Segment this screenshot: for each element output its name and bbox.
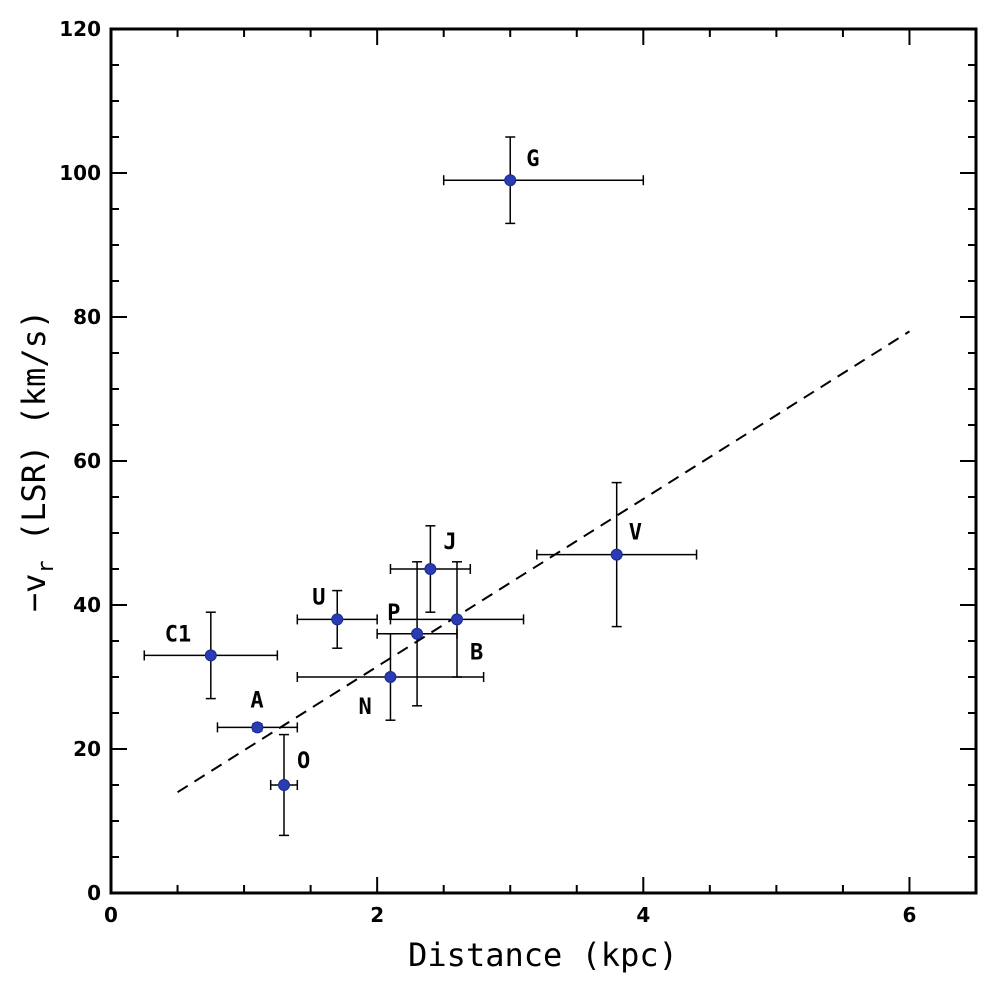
- x-tick-label: 2: [370, 903, 384, 927]
- y-tick-label: 80: [73, 305, 101, 329]
- data-marker: [384, 671, 397, 683]
- y-tick-label: 0: [87, 881, 101, 905]
- y-tick-label: 20: [73, 737, 101, 761]
- data-point-c1: C1: [143, 611, 279, 700]
- data-points-layer: G V J U P B C1 N A O: [143, 136, 698, 837]
- x-tick-label: 6: [903, 903, 917, 927]
- data-marker: [204, 649, 217, 662]
- y-axis-label-subscript: r: [34, 560, 59, 573]
- x-tick-label: 4: [636, 903, 650, 927]
- data-point-o: O: [269, 733, 310, 837]
- data-point-g: G: [442, 136, 645, 225]
- data-marker: [278, 779, 290, 791]
- y-tick-label: 100: [59, 161, 101, 185]
- data-point-b: B: [389, 561, 525, 678]
- data-marker: [411, 627, 424, 640]
- data-point-n: N: [296, 633, 485, 721]
- data-marker: [610, 548, 623, 561]
- y-axis-label: −vr (LSR) (km/s): [15, 310, 59, 612]
- fit-line-layer: [177, 330, 910, 794]
- x-axis-label: Distance (kpc): [408, 936, 678, 974]
- y-axis-label-tail: (LSR) (km/s): [15, 310, 53, 560]
- data-point-j: J: [389, 525, 472, 613]
- data-marker: [451, 613, 463, 626]
- point-label: J: [443, 530, 456, 555]
- data-point-v: V: [536, 481, 698, 628]
- data-marker: [424, 563, 437, 575]
- y-axis-label-main: −v: [15, 574, 53, 613]
- plot-frame: [109, 27, 978, 895]
- x-tick-label: 0: [104, 903, 118, 927]
- point-label: B: [470, 640, 483, 665]
- data-marker: [251, 721, 264, 734]
- point-label: V: [629, 521, 642, 546]
- point-label: G: [526, 147, 539, 172]
- data-marker: [331, 613, 344, 626]
- y-tick-label: 120: [59, 17, 101, 41]
- data-point-a: A: [216, 688, 299, 734]
- point-label: O: [297, 749, 310, 774]
- fit-line: [177, 330, 910, 794]
- point-label: N: [358, 695, 371, 720]
- y-tick-label: 60: [73, 449, 101, 473]
- point-label: P: [387, 601, 400, 626]
- y-tick-label: 40: [73, 593, 101, 617]
- point-label: C1: [165, 622, 192, 647]
- data-point-u: U: [296, 585, 378, 649]
- data-marker: [504, 174, 517, 187]
- point-label: U: [312, 585, 325, 610]
- point-label: A: [250, 688, 263, 713]
